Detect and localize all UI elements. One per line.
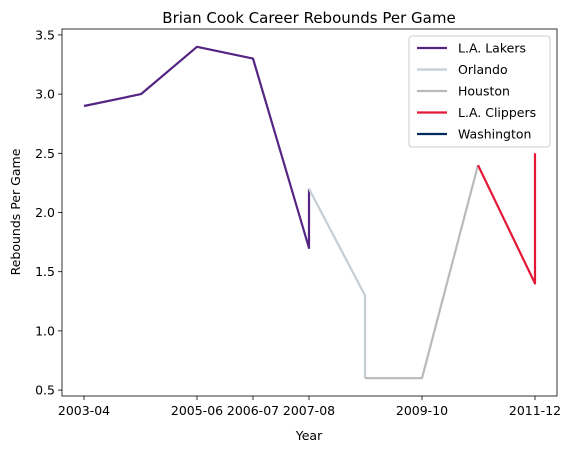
x-axis-title: Year bbox=[295, 428, 323, 443]
y-tick-label: 2.5 bbox=[35, 146, 55, 161]
legend-label: Houston bbox=[458, 84, 510, 99]
y-tick-label: 1.0 bbox=[35, 323, 55, 338]
series-line-l-a-lakers bbox=[83, 45, 311, 250]
y-tick-label: 2.0 bbox=[35, 205, 55, 220]
y-tick-label: 3.5 bbox=[35, 27, 55, 42]
legend: L.A. Lakers Orlando Houston L.A. Clippers Wa… bbox=[408, 35, 551, 148]
legend-label: L.A. Lakers bbox=[458, 41, 526, 56]
x-tick-label: 2009-10 bbox=[396, 403, 448, 418]
legend-item-orlando: Orlando bbox=[417, 62, 508, 77]
x-axis: 2003-04 2005-06 2006-07 2007-08 2009-10 2011-… bbox=[58, 396, 561, 418]
legend-label: Orlando bbox=[458, 62, 508, 77]
x-tick-label: 2003-04 bbox=[58, 403, 110, 418]
y-tick-label: 0.5 bbox=[35, 383, 55, 398]
y-tick-label: 1.5 bbox=[35, 264, 55, 279]
legend-item-washington: Washington bbox=[417, 127, 531, 142]
series-line-l-a-clippers bbox=[477, 153, 537, 285]
chart-title: Brian Cook Career Rebounds Per Game bbox=[162, 9, 455, 27]
series-line-houston bbox=[365, 164, 480, 380]
series-layer bbox=[83, 45, 537, 380]
legend-item-l-a-clippers: L.A. Clippers bbox=[417, 105, 536, 120]
y-axis: 0.5 1.0 1.5 2.0 2.5 3.0 3.5 bbox=[35, 27, 62, 398]
series-line-orlando bbox=[308, 188, 367, 379]
x-tick-label: 2007-08 bbox=[283, 403, 335, 418]
y-tick-label: 3.0 bbox=[35, 87, 55, 102]
legend-item-l-a-lakers: L.A. Lakers bbox=[417, 41, 526, 56]
x-tick-label: 2011-12 bbox=[509, 403, 561, 418]
legend-item-houston: Houston bbox=[417, 84, 510, 99]
y-axis-title: Rebounds Per Game bbox=[8, 148, 23, 275]
legend-box bbox=[408, 35, 551, 148]
legend-label: Washington bbox=[458, 127, 531, 142]
x-tick-label: 2006-07 bbox=[227, 403, 279, 418]
legend-label: L.A. Clippers bbox=[458, 105, 536, 120]
x-tick-label: 2005-06 bbox=[171, 403, 223, 418]
